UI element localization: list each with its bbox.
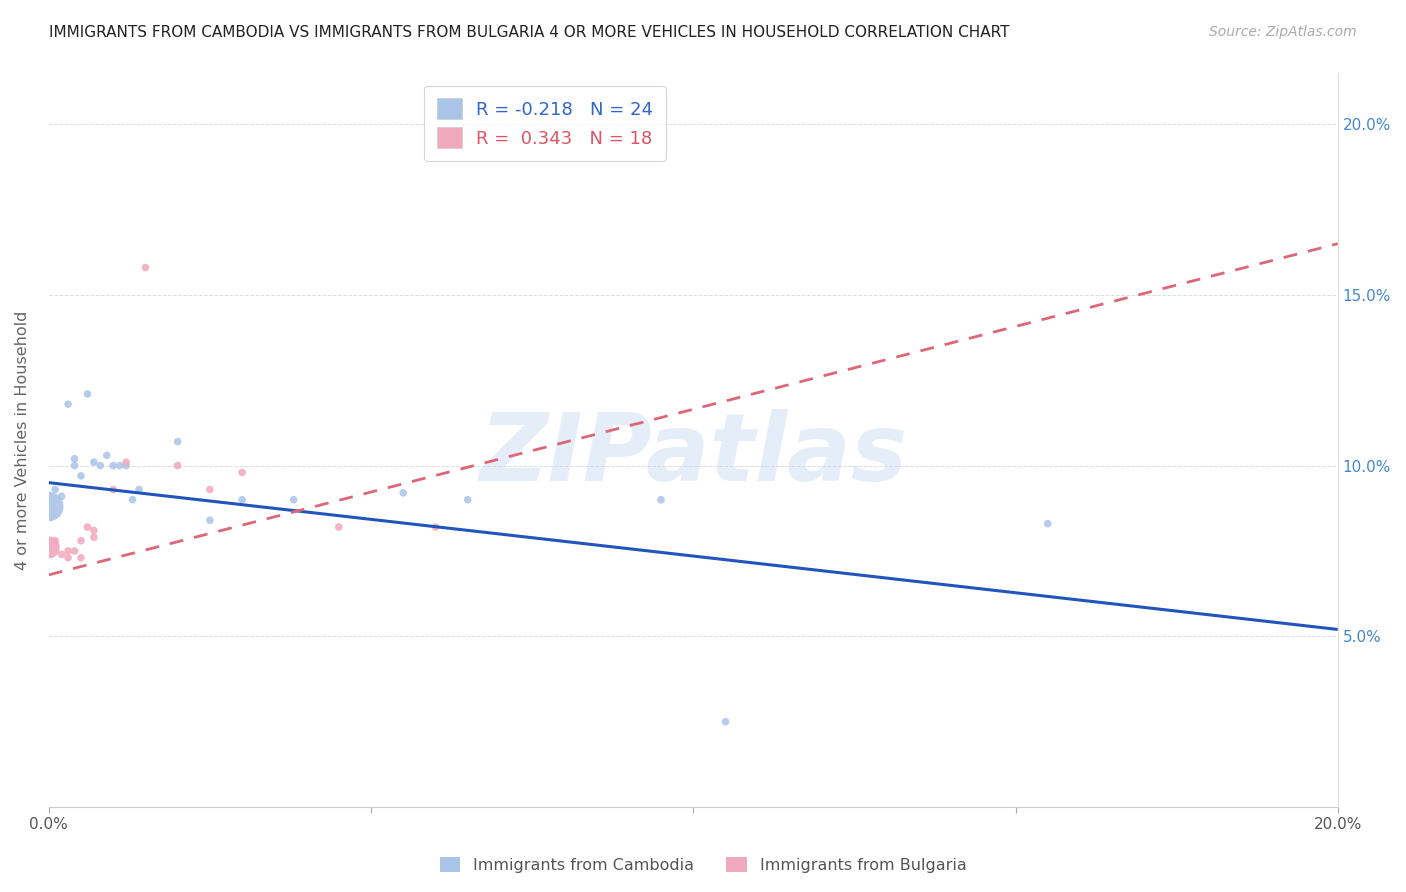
Point (283, 492, 305, 507)
Legend: R = -0.218   N = 24, R =  0.343   N = 18: R = -0.218 N = 24, R = 0.343 N = 18 (425, 86, 666, 161)
Point (231, 466, 253, 480)
Point (198, 483, 221, 497)
Point (51, 489, 73, 503)
Point (38, 500, 60, 514)
Point (51, 547, 73, 561)
Point (1036, 516, 1059, 531)
Point (328, 520, 350, 534)
Point (56, 397, 79, 411)
Point (89, 458, 111, 473)
Y-axis label: 4 or more Vehicles in Household: 4 or more Vehicles in Household (15, 310, 30, 570)
Point (128, 483, 150, 497)
Point (70, 468, 93, 483)
Point (83, 455, 105, 469)
Point (38, 541, 60, 555)
Legend: Immigrants from Cambodia, Immigrants from Bulgaria: Immigrants from Cambodia, Immigrants fro… (433, 851, 973, 880)
Point (108, 458, 131, 473)
Point (115, 458, 138, 473)
Point (121, 492, 143, 507)
Point (134, 260, 156, 275)
Point (96, 448, 118, 462)
Text: IMMIGRANTS FROM CAMBODIA VS IMMIGRANTS FROM BULGARIA 4 OR MORE VEHICLES IN HOUSE: IMMIGRANTS FROM CAMBODIA VS IMMIGRANTS F… (49, 25, 1010, 40)
Point (70, 533, 93, 548)
Point (44, 483, 66, 497)
Point (392, 486, 415, 500)
Point (115, 455, 138, 469)
Point (63, 451, 86, 466)
Point (231, 492, 253, 507)
Point (166, 434, 188, 449)
Point (425, 520, 447, 534)
Point (166, 458, 188, 473)
Point (76, 387, 98, 401)
Point (44, 533, 66, 548)
Point (63, 458, 86, 473)
Point (70, 550, 93, 565)
Point (650, 492, 672, 507)
Point (83, 530, 105, 544)
Point (103, 483, 125, 497)
Point (56, 544, 79, 558)
Point (198, 513, 221, 527)
Point (457, 492, 479, 507)
Point (63, 544, 86, 558)
Point (83, 524, 105, 538)
Text: Source: ZipAtlas.com: Source: ZipAtlas.com (1209, 25, 1357, 39)
Text: ZIPatlas: ZIPatlas (479, 409, 907, 500)
Point (103, 458, 125, 473)
Point (76, 520, 98, 534)
Point (56, 550, 79, 565)
Point (714, 714, 737, 729)
